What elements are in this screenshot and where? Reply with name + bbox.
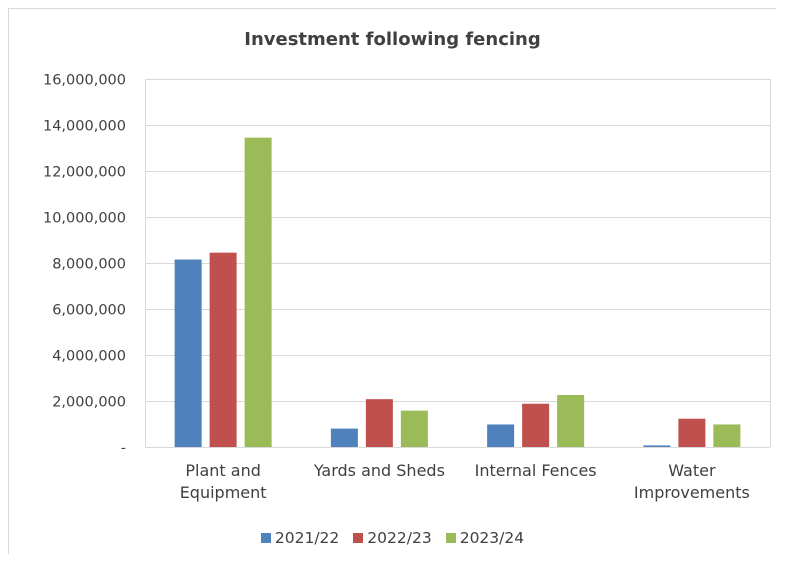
y-tick-label: - — [121, 441, 126, 457]
legend-label: 2022/23 — [367, 529, 432, 547]
legend-label: 2021/22 — [274, 529, 340, 547]
legend-item: 2021/22 — [260, 529, 340, 547]
y-tick-label: 14,000,000 — [43, 119, 126, 135]
y-tick-label: 6,000,000 — [52, 303, 126, 319]
bars — [174, 137, 741, 447]
legend-swatch — [260, 533, 271, 543]
x-category-label: Improvements — [634, 483, 750, 502]
y-tick-label: 2,000,000 — [52, 395, 126, 411]
legend-swatch — [353, 533, 364, 543]
bar — [174, 259, 202, 447]
bar — [487, 424, 515, 447]
bar — [678, 418, 706, 447]
x-axis-category-labels: Plant and Equipment Yards and Sheds Interna… — [180, 461, 750, 502]
y-tick-label: 16,000,000 — [43, 73, 126, 89]
y-axis-tick-labels: - 2,000,000 4,000,000 6,000,000 8,000,000 10,… — [43, 73, 126, 457]
bar — [365, 399, 393, 447]
legend: 2021/22 2022/23 2023/24 — [0, 527, 785, 549]
x-category-label: Plant and — [185, 461, 261, 480]
bar — [557, 395, 585, 447]
bar — [244, 137, 272, 447]
legend-label: 2023/24 — [459, 529, 525, 547]
bar — [713, 424, 741, 447]
bar — [400, 410, 428, 447]
y-tick-label: 8,000,000 — [52, 257, 126, 273]
y-tick-label: 12,000,000 — [43, 165, 126, 181]
bar — [209, 252, 237, 447]
y-tick-label: 10,000,000 — [43, 211, 126, 227]
chart-frame — [8, 8, 776, 554]
legend-item: 2023/24 — [445, 529, 525, 547]
x-category-label: Internal Fences — [475, 461, 597, 480]
bar — [330, 428, 358, 447]
bar — [643, 445, 671, 447]
y-tick-label: 4,000,000 — [52, 349, 126, 365]
x-category-label: Water — [668, 461, 716, 480]
bar — [522, 403, 550, 447]
chart-title: Investment following fencing — [244, 29, 541, 50]
x-category-label: Yards and Sheds — [313, 461, 445, 480]
x-category-label: Equipment — [180, 483, 267, 502]
gridlines — [145, 79, 771, 448]
legend-item: 2022/23 — [353, 529, 432, 547]
legend-swatch — [445, 533, 456, 543]
